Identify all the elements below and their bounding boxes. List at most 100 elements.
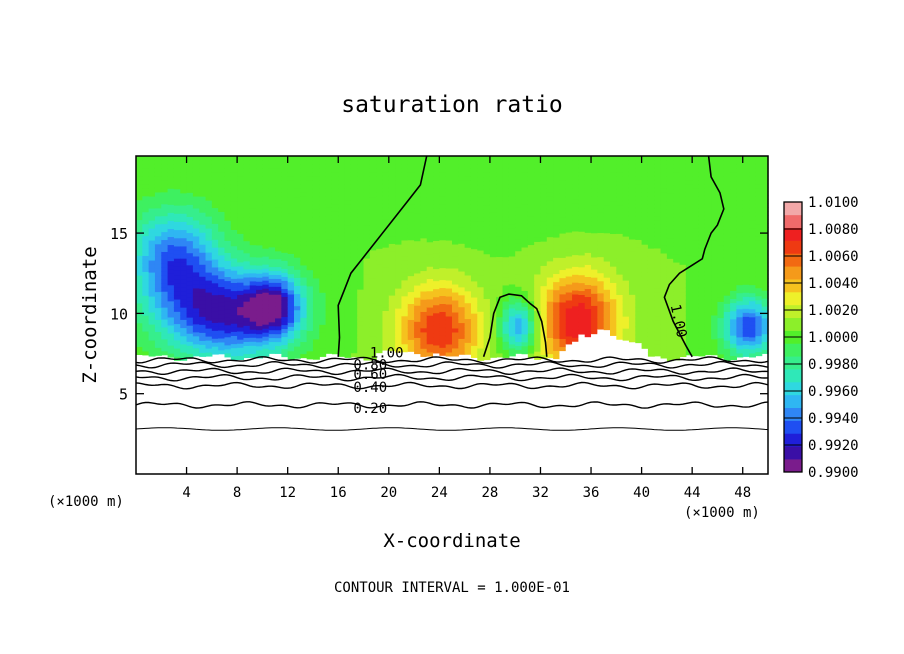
field-cell xyxy=(641,288,649,293)
field-cell xyxy=(319,348,327,353)
field-cell xyxy=(344,321,352,326)
field-cell xyxy=(736,244,744,250)
field-cell xyxy=(433,172,440,177)
field-cell xyxy=(262,316,270,321)
field-cell xyxy=(711,183,719,189)
field-cell xyxy=(306,310,314,315)
field-cell xyxy=(704,207,712,213)
field-cell xyxy=(616,278,624,283)
field-cell xyxy=(205,160,213,165)
field-cell xyxy=(761,187,769,193)
field-cell xyxy=(414,349,421,355)
field-cell xyxy=(616,172,624,177)
field-cell xyxy=(294,305,301,311)
field-cell xyxy=(281,320,289,326)
field-cell xyxy=(306,237,314,242)
field-cell xyxy=(464,219,472,224)
field-cell xyxy=(660,240,668,246)
field-cell xyxy=(256,188,263,193)
field-cell xyxy=(761,207,769,212)
field-cell xyxy=(420,282,428,288)
field-cell xyxy=(515,266,523,271)
field-cell xyxy=(173,294,181,300)
field-cell xyxy=(603,236,611,242)
field-cell xyxy=(534,216,542,222)
field-cell xyxy=(256,204,263,210)
field-cell xyxy=(300,280,308,286)
field-cell xyxy=(641,352,649,357)
field-cell xyxy=(256,293,263,298)
field-cell xyxy=(673,294,681,300)
field-cell xyxy=(136,330,143,336)
field-cell xyxy=(603,317,611,323)
field-cell xyxy=(205,316,213,321)
field-cell xyxy=(237,261,245,267)
field-cell xyxy=(395,268,403,273)
field-cell xyxy=(281,172,289,177)
field-cell xyxy=(420,311,428,317)
field-cell xyxy=(616,265,624,271)
field-cell xyxy=(711,211,719,217)
field-cell xyxy=(742,288,750,293)
field-cell xyxy=(458,227,466,232)
field-cell xyxy=(477,196,485,202)
field-cell xyxy=(452,343,459,349)
field-cell xyxy=(186,184,194,189)
field-cell xyxy=(312,277,320,283)
field-cell xyxy=(312,281,320,287)
field-cell xyxy=(287,156,295,161)
field-cell xyxy=(610,274,617,279)
field-cell xyxy=(173,315,181,320)
field-cell xyxy=(553,232,561,238)
field-cell xyxy=(338,320,346,325)
field-cell xyxy=(237,253,245,259)
field-cell xyxy=(268,159,276,165)
field-cell xyxy=(603,305,611,310)
field-cell xyxy=(433,232,440,237)
field-cell xyxy=(319,180,327,185)
field-cell xyxy=(243,248,251,254)
field-cell xyxy=(211,243,219,248)
field-cell xyxy=(603,208,611,214)
field-cell xyxy=(306,164,314,169)
field-cell xyxy=(199,200,207,205)
field-cell xyxy=(704,199,712,205)
field-cell xyxy=(426,196,434,202)
field-cell xyxy=(736,344,744,350)
field-cell xyxy=(647,336,655,341)
field-cell xyxy=(420,319,428,325)
field-cell xyxy=(180,200,188,206)
field-cell xyxy=(350,220,358,225)
field-cell xyxy=(287,318,295,323)
field-cell xyxy=(148,295,156,301)
field-cell xyxy=(161,346,169,352)
field-cell xyxy=(420,254,428,259)
field-cell xyxy=(243,325,251,330)
field-cell xyxy=(344,272,352,278)
field-cell xyxy=(287,285,295,291)
field-cell xyxy=(281,296,289,301)
field-cell xyxy=(306,297,314,303)
field-cell xyxy=(395,332,403,337)
field-cell xyxy=(262,180,270,185)
field-cell xyxy=(572,179,579,185)
field-cell xyxy=(294,341,301,347)
field-cell xyxy=(192,263,200,269)
field-cell xyxy=(540,309,548,315)
field-cell xyxy=(515,254,523,260)
field-cell xyxy=(350,316,358,322)
field-cell xyxy=(237,204,245,210)
field-cell xyxy=(224,284,232,290)
field-cell xyxy=(363,339,371,345)
field-cell xyxy=(502,256,510,262)
field-cell xyxy=(243,224,251,230)
field-cell xyxy=(647,176,655,181)
field-cell xyxy=(628,250,636,256)
field-cell xyxy=(761,321,769,327)
field-cell xyxy=(186,337,194,342)
field-cell xyxy=(616,286,624,291)
field-cell xyxy=(407,271,415,277)
field-cell xyxy=(559,322,567,327)
field-cell xyxy=(622,208,630,213)
field-cell xyxy=(426,327,434,333)
